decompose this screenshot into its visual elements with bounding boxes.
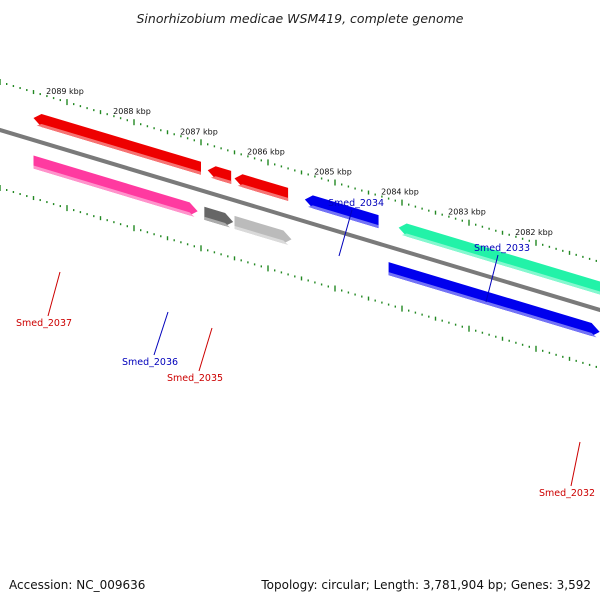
gene-leader-line — [570, 441, 581, 487]
scale-label: 2086 kbp — [247, 147, 285, 156]
scale-label: 2082 kbp — [515, 228, 553, 237]
backbone-line — [0, 127, 600, 313]
gene-arrow-shade — [36, 123, 202, 175]
gene-arrow-smed-2035 — [234, 215, 292, 244]
gene-label-smed-2032: Smed_2032 — [539, 488, 595, 499]
gene-label-smed-2036: Smed_2036 — [122, 357, 178, 368]
gene-label-smed-2037: Smed_2037 — [16, 318, 72, 329]
gene-arrow-shade — [234, 225, 289, 245]
gene-arrow-smed-2033b — [388, 262, 600, 336]
gene-arrow-shade — [308, 205, 379, 229]
genome-backbone — [0, 127, 600, 313]
topology-text: Topology: circular; Length: 3,781,904 bp… — [261, 578, 591, 592]
gene-leader-line — [485, 254, 499, 303]
scale-label: 2088 kbp — [113, 107, 151, 116]
gene-leader-line — [47, 271, 61, 317]
scale-label: 2087 kbp — [180, 127, 218, 136]
scale-label: 2083 kbp — [448, 208, 486, 217]
gene-leader-line — [198, 327, 213, 372]
scale-ticks: 2089 kbp 2088 kbp 2087 kbp 2086 kbp 2085 kbp… — [0, 79, 597, 368]
gene-arrow-shade — [33, 165, 195, 217]
gene-label-smed-2033: Smed_2033 — [474, 243, 530, 254]
gene-arrow-smed-2037 — [33, 155, 198, 216]
scale-label: 2084 kbp — [381, 188, 419, 197]
gene-arrow-shade — [210, 176, 232, 184]
gene-arrow-shade — [204, 216, 230, 228]
gene-features — [33, 113, 600, 338]
scale-label: 2089 kbp — [46, 87, 84, 96]
map-title: Sinorhizobium medicae WSM419, complete g… — [137, 11, 464, 26]
gene-arrow-shade — [237, 184, 289, 201]
gene-arrow-shade — [401, 233, 600, 295]
gene-leader-line — [153, 311, 169, 356]
gene-leader-line — [338, 209, 353, 257]
gene-labels: Smed_2037 Smed_2036 Smed_2035 Smed_2034 Smed… — [16, 198, 595, 499]
gene-label-smed-2034: Smed_2034 — [328, 198, 384, 209]
gene-label-smed-2035: Smed_2035 — [167, 373, 223, 384]
gene-arrow-shade — [388, 272, 597, 338]
scale-label: 2085 kbp — [314, 168, 352, 177]
accession-text: Accession: NC_009636 — [9, 578, 146, 592]
